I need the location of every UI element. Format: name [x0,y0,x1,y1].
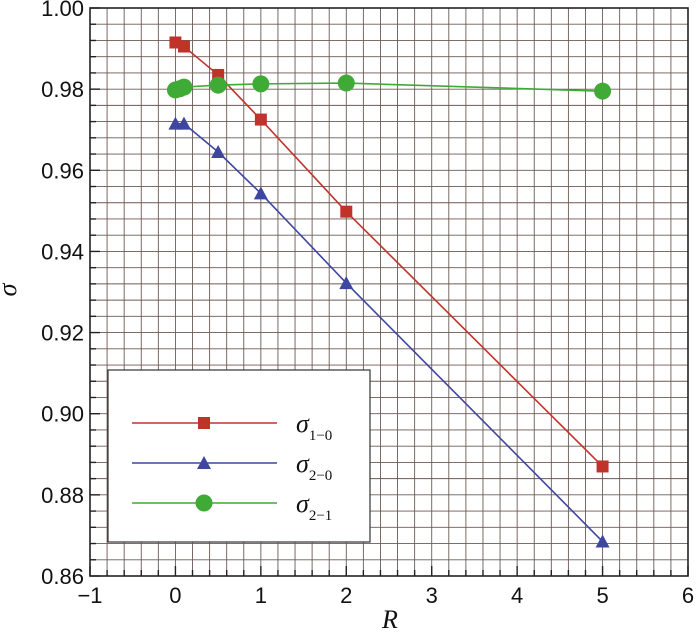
legend-marker [198,417,210,429]
x-tick-label: 3 [426,583,438,608]
x-tick-label: 2 [340,583,352,608]
y-tick-label: 0.98 [41,77,84,102]
legend: σ1−0σ2−0σ2−1 [107,369,371,543]
data-point [209,76,227,94]
x-tick-label: 6 [682,583,694,608]
data-point [176,116,191,130]
legend-subscript: 1−0 [309,428,332,444]
data-point [594,82,612,100]
series-2 [166,74,612,100]
legend-marker [195,494,213,512]
legend-box [107,369,371,543]
data-point [254,113,267,126]
data-point [340,205,353,218]
data-point [177,40,190,53]
y-tick-label: 0.88 [41,483,84,508]
y-tick-label: 0.92 [41,321,84,346]
y-axis-title: σ [0,282,22,296]
data-point [596,460,609,473]
legend-subscript: 2−0 [309,468,332,484]
y-tick-label: 1.00 [41,0,84,21]
data-point [339,276,354,290]
x-tick-label: 5 [596,583,608,608]
data-point [175,78,193,96]
data-point [595,534,610,548]
series-layer [166,36,612,548]
y-tick-label: 0.96 [41,158,84,183]
legend-marker [197,456,211,469]
x-tick-label: 4 [511,583,523,608]
axis-ticks [89,7,689,577]
x-tick-label: 0 [169,583,181,608]
data-point [252,75,270,93]
data-point [211,145,226,159]
plot-frame [89,7,689,577]
y-tick-label: 0.94 [41,239,84,264]
y-tick-label: 0.90 [41,402,84,427]
legend-subscript: 2−1 [309,508,332,524]
x-axis-title: R [381,605,398,634]
x-tick-label: 1 [255,583,267,608]
x-tick-label: −1 [77,583,102,608]
data-point [253,186,268,200]
tick-labels: −1 0 1 2 3 4 5 6 0.86 0.88 0.90 0.92 0.94 0.96 0.98 1.0… [41,0,694,608]
series-1 [168,116,610,548]
y-tick-label: 0.86 [41,564,84,589]
data-point [337,74,355,92]
